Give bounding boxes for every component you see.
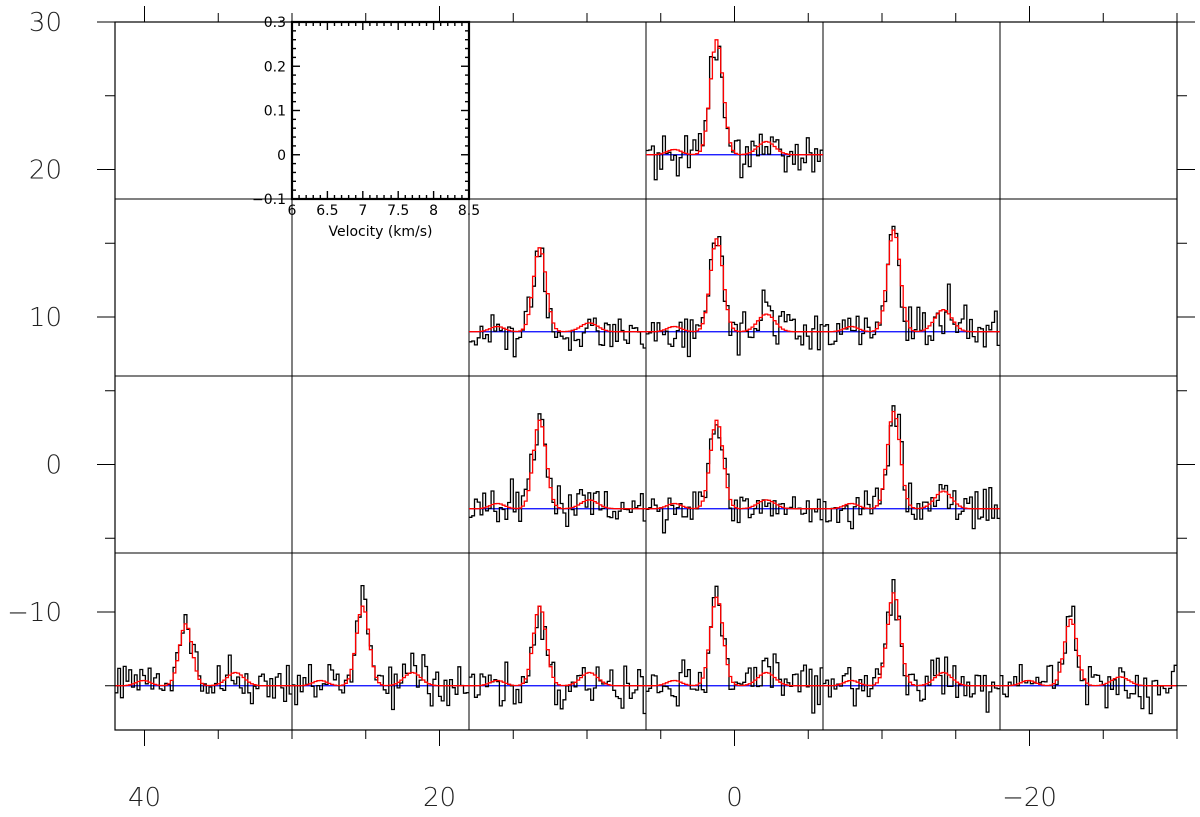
x-tick-label: 0 [726,783,743,813]
model-spectrum [292,605,469,687]
spectrum-panel-c3-r0 [646,39,823,181]
spectrum-panel-c5-r3 [1000,605,1177,715]
model-spectrum [646,39,823,156]
inset-y-tick-label: 0.1 [264,104,286,120]
spectrum-panel-c4-r2 [823,405,1000,530]
observed-spectrum [823,405,1000,530]
x-tick-label: −20 [1002,783,1057,813]
panel-grid [115,22,1177,730]
y-tick-label: 0 [45,451,62,481]
spectrum-panel-c1-r3 [292,584,469,711]
model-spectrum [823,410,1000,510]
inset-y-tick-label: −0.1 [252,192,286,208]
observed-spectrum [646,585,823,714]
y-tick-label: 20 [29,156,62,186]
outer-tick-labels: 40 20 0 −20 30 20 10 0 −10 [7,8,1057,813]
observed-spectrum [646,45,823,181]
spectrum-panel-c2-r2 [469,413,646,528]
observed-spectrum [469,247,646,358]
spectrum-panel-c3-r2 [646,419,823,534]
spectrum-panel-c2-r1 [469,247,646,358]
inset-x-tick-label: 8 [429,203,438,219]
model-spectrum [646,238,823,333]
inset-x-axis-label: Velocity (km/s) [328,224,432,240]
observed-spectrum [646,424,823,534]
y-tick-label: 30 [29,8,62,38]
spectrum-panel-c2-r3 [469,605,646,715]
y-tick-label: −10 [7,598,62,628]
observed-spectrum [469,413,646,528]
inset-x-tick-label: 7.5 [387,203,409,219]
model-spectrum [469,605,646,687]
y-tick-label: 10 [29,303,62,333]
inset-x-tick-label: 6.5 [316,203,338,219]
observed-spectrum [823,578,1000,713]
spectrum-panel-c3-r1 [646,235,823,358]
model-spectrum [1000,618,1177,687]
inset-x-tick-label: 8.5 [458,203,480,219]
model-spectrum [469,247,646,333]
inset-y-tick-label: 0 [277,148,286,164]
spectrum-panel-c4-r3 [823,578,1000,713]
model-spectrum [646,596,823,687]
inset-x-tick-label: 7 [358,203,367,219]
spectrum-panel-c3-r3 [646,585,823,714]
model-spectrum [469,419,646,510]
plot-frame [114,21,1178,731]
inset-x-tick-label: 6 [288,203,297,219]
spectra-layer [115,39,1177,715]
model-spectrum [823,592,1000,687]
x-tick-label: 40 [128,783,161,813]
observed-spectrum [115,614,292,705]
spectrum-panel-c4-r1 [823,225,1000,348]
inset-y-tick-label: 0.2 [264,59,286,75]
observed-spectrum [646,235,823,358]
x-tick-label: 20 [423,783,456,813]
inset-axes: 6 6.5 7 7.5 8 8.5 0.3 0.2 0.1 0 −0.1 Velocity (km/s… [252,15,480,240]
model-spectrum [823,229,1000,333]
observed-spectrum [469,605,646,715]
observed-spectrum [292,584,469,711]
model-spectrum [115,623,292,687]
inset-y-tick-label: 0.3 [264,15,286,31]
model-spectrum [646,419,823,510]
spectrum-panel-c0-r3 [115,614,292,705]
inset-frame [290,20,471,201]
observed-spectrum [1000,605,1177,715]
outer-frame [97,6,1195,746]
observed-spectrum [823,225,1000,348]
